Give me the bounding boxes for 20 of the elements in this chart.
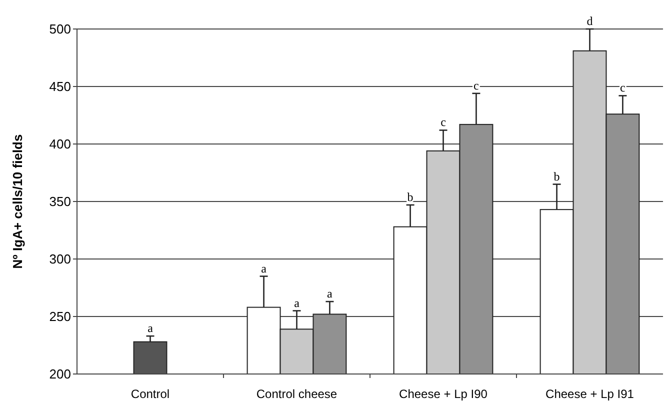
data-label: b (554, 169, 560, 184)
y-tick-label: 200 (49, 366, 71, 382)
y-tick-label: 350 (49, 194, 71, 210)
data-label: b (407, 190, 414, 204)
data-label: a (327, 286, 334, 301)
y-tick-label: 450 (49, 79, 71, 94)
y-tick-label: 250 (49, 309, 71, 324)
y-tick-label: 400 (49, 136, 71, 152)
data-label: c (440, 115, 446, 130)
x-tick-label: Cheese + Lp I90 (399, 387, 488, 401)
y-tick-label: 300 (49, 252, 71, 267)
data-label: a (148, 321, 154, 336)
x-tick-label: Cheese + Lp I91 (546, 387, 634, 401)
data-label: a (261, 261, 268, 276)
y-tick-label: 500 (49, 22, 71, 37)
x-tick-label: Control cheese (256, 387, 338, 401)
y-axis-title: Nº IgA+ cells/10 fields (10, 134, 25, 269)
data-label: a (294, 296, 300, 310)
x-tick-label: Control (130, 387, 170, 401)
data-label: d (586, 14, 593, 28)
